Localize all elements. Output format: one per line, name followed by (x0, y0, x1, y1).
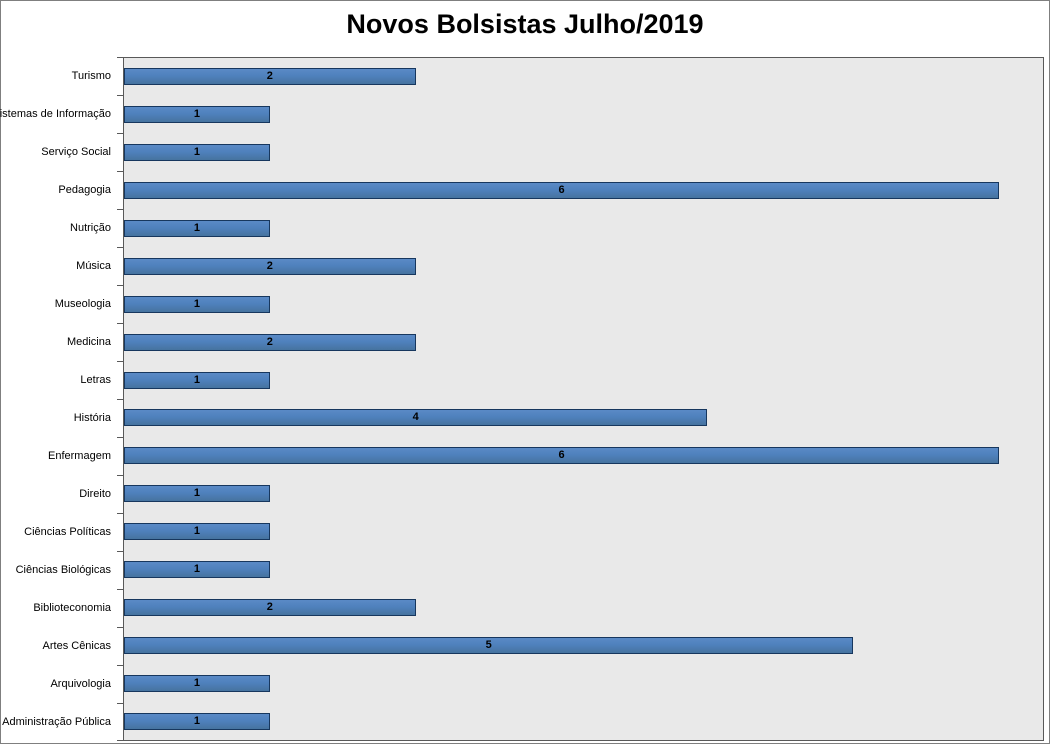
bar-value-label: 1 (193, 487, 200, 500)
category-label: Biblioteconomia (33, 602, 111, 614)
bar-value-label: 1 (193, 146, 200, 159)
axis-tick (117, 94, 123, 96)
axis-tick (117, 323, 123, 324)
bar-row: 2 (124, 323, 1043, 361)
category-label: Artes Cênicas (42, 640, 111, 652)
category-label: Música (76, 260, 111, 272)
bar-value-label: 2 (266, 335, 273, 348)
bar: 1 (124, 220, 270, 237)
bar: 6 (124, 182, 1000, 200)
category-label: Museologia (54, 298, 111, 310)
bar-value-label: 1 (193, 373, 200, 386)
bar: 1 (124, 485, 270, 503)
bar: 1 (124, 561, 270, 579)
bar-row: 1 (124, 361, 1043, 399)
bar: 2 (124, 68, 416, 86)
bar-value-label: 5 (485, 638, 492, 651)
bar-row: 1 (124, 285, 1043, 323)
bar-row: 6 (124, 437, 1043, 475)
bar-row: 1 (124, 134, 1043, 172)
chart-title: Novos Bolsistas Julho/2019 (346, 9, 704, 39)
axis-tick (117, 132, 123, 134)
bar: 1 (124, 523, 270, 541)
bar-value-label: 1 (193, 525, 200, 538)
bar-row: 1 (124, 475, 1043, 513)
bar-value-label: 4 (412, 411, 419, 424)
bar-value-label: 2 (266, 600, 273, 613)
bar-row: 1 (124, 664, 1043, 702)
axis-tick (117, 703, 123, 704)
bar: 1 (124, 674, 270, 692)
category-label: Turismo (71, 70, 111, 82)
axis-tick (117, 512, 123, 514)
bar: 1 (124, 106, 270, 124)
bar: 2 (124, 598, 416, 616)
category-label: Ciências Biológicas (15, 564, 111, 576)
bar-row: 1 (124, 551, 1043, 589)
axis-tick (117, 589, 123, 590)
category-axis: Turismo Sistemas de Informação Serviço Soc… (0, 57, 117, 741)
category-label: Serviço Social (41, 146, 111, 158)
axis-ticks (117, 57, 123, 741)
bar-value-label: 2 (266, 259, 273, 272)
bar-row: 1 (124, 210, 1043, 248)
bar-value-label: 6 (558, 184, 565, 197)
bar: 1 (124, 712, 270, 730)
axis-tick (117, 208, 123, 210)
axis-tick (117, 664, 123, 666)
axis-tick (117, 627, 123, 628)
category-label: Medicina (66, 336, 111, 348)
axis-tick (117, 284, 123, 286)
bar: 1 (124, 144, 270, 162)
category-label: Enfermagem (48, 450, 111, 462)
bar-value-label: 1 (193, 222, 200, 234)
bar: 1 (124, 295, 270, 313)
axis-tick (117, 360, 123, 362)
bar-row: 2 (124, 247, 1043, 285)
bar: 2 (124, 257, 416, 275)
category-label: Sistemas de Informação (0, 108, 111, 120)
category-label: Letras (80, 374, 111, 386)
bar-value-label: 1 (193, 563, 200, 576)
bar-row: 2 (124, 588, 1043, 626)
axis-tick (117, 57, 123, 58)
bar-row: 2 (124, 58, 1043, 96)
bar: 4 (124, 409, 708, 427)
bar: 1 (124, 371, 270, 389)
axis-tick (117, 475, 123, 476)
bar: 5 (124, 636, 854, 654)
bar-row: 1 (124, 702, 1043, 740)
category-label: História (73, 412, 111, 424)
bar: 2 (124, 333, 416, 351)
bar-row: 4 (124, 399, 1043, 437)
bar-row: 6 (124, 172, 1043, 210)
axis-tick (117, 170, 123, 172)
axis-tick (117, 437, 123, 438)
bar-row: 1 (124, 513, 1043, 551)
category-label: Arquivologia (50, 678, 111, 690)
bar-row: 1 (124, 96, 1043, 134)
category-label: Pedagogia (58, 184, 111, 196)
bar-value-label: 2 (266, 70, 273, 83)
bar-value-label: 1 (193, 297, 200, 310)
bar-value-label: 6 (558, 449, 565, 462)
axis-tick (117, 551, 123, 552)
category-label: Administração Pública (2, 716, 111, 728)
bar: 6 (124, 447, 1000, 465)
bar-value-label: 1 (193, 676, 200, 689)
category-label: Ciências Políticas (24, 526, 111, 538)
axis-tick (117, 247, 123, 248)
bar-row: 5 (124, 626, 1043, 664)
bar-value-label: 1 (193, 108, 200, 121)
category-label: Direito (79, 488, 111, 500)
axis-tick (117, 399, 123, 400)
category-label: Nutrição (70, 222, 111, 234)
bar-value-label: 1 (193, 714, 200, 727)
axis-tick (117, 740, 123, 741)
